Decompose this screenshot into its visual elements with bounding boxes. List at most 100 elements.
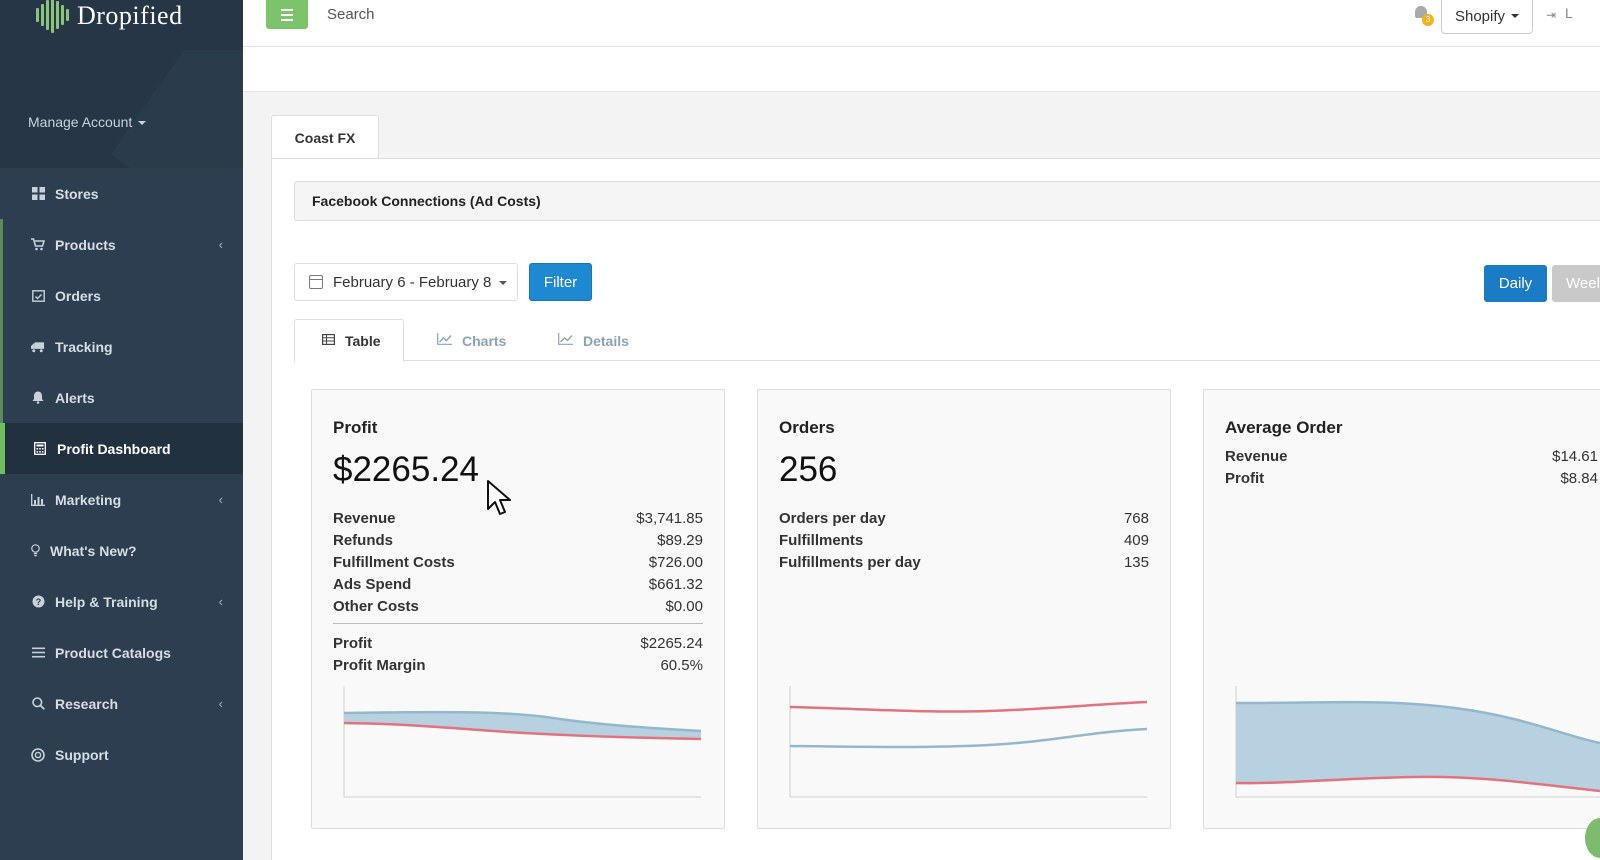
calendar-icon bbox=[309, 275, 323, 289]
sidebar-item-whats-new[interactable]: What's New? bbox=[0, 525, 243, 576]
metric-label: Refunds bbox=[333, 532, 393, 549]
sidebar-item-stores[interactable]: Stores bbox=[0, 168, 243, 219]
search-icon bbox=[31, 697, 45, 711]
sidebar-item-label: Support bbox=[55, 746, 109, 763]
tab-label: Details bbox=[583, 332, 629, 349]
metric-label: Other Costs bbox=[333, 598, 419, 615]
brand-name: Dropified bbox=[77, 1, 183, 30]
sidebar-item-label: Products bbox=[55, 236, 116, 253]
tab-label: Charts bbox=[462, 332, 507, 349]
logo[interactable]: Dropified bbox=[0, 0, 243, 50]
weekly-button[interactable]: Weel bbox=[1552, 265, 1600, 302]
date-range-label: February 6 - February 8 bbox=[333, 273, 492, 291]
tab-label: Table bbox=[345, 332, 381, 349]
metric-label: Profit bbox=[1225, 470, 1265, 487]
metric-label: Fulfillment Costs bbox=[333, 554, 455, 571]
line-chart-icon bbox=[437, 333, 452, 348]
average-order-card: Average Order Revenue $14.61 Profit $8.84 bbox=[1203, 389, 1600, 829]
sidebar-item-help-training[interactable]: ? Help & Training ‹ bbox=[0, 576, 243, 627]
topbar: Search 3 Shopify ⇥ L bbox=[243, 0, 1600, 47]
metric-value: $89.29 bbox=[657, 532, 703, 549]
notifications-bell-icon[interactable]: 3 bbox=[1413, 4, 1434, 26]
sidebar-item-label: Tracking bbox=[55, 338, 113, 355]
manage-account-dropdown[interactable]: Manage Account bbox=[28, 114, 147, 130]
metric-row: Revenue $3,741.85 bbox=[333, 510, 703, 532]
lightbulb-icon bbox=[31, 544, 40, 558]
chat-widget-button[interactable] bbox=[1585, 818, 1600, 858]
orders-total: 256 bbox=[779, 450, 838, 489]
metric-value: 135 bbox=[1123, 554, 1149, 571]
filter-button[interactable]: Filter bbox=[529, 263, 592, 301]
metric-value: $661.32 bbox=[648, 576, 703, 593]
bell-icon bbox=[31, 391, 45, 405]
metric-row: Other Costs $0.00 bbox=[333, 598, 703, 620]
metric-row: Ads Spend $661.32 bbox=[333, 576, 703, 598]
sidebar-item-research[interactable]: Research ‹ bbox=[0, 678, 243, 729]
metric-value: 768 bbox=[1123, 510, 1149, 527]
account-section: Manage Account bbox=[0, 50, 243, 168]
facebook-connections-bar[interactable]: Facebook Connections (Ad Costs) bbox=[294, 181, 1600, 221]
sidebar-item-product-catalogs[interactable]: Product Catalogs bbox=[0, 627, 243, 678]
bar-chart-icon bbox=[31, 493, 45, 507]
view-tabs: Table Charts Details bbox=[294, 319, 1600, 362]
tab-store[interactable]: Coast FX bbox=[271, 115, 379, 159]
grid-icon bbox=[31, 187, 45, 201]
metric-value: $2265.24 bbox=[640, 635, 703, 652]
chevron-left-icon: ‹ bbox=[218, 594, 223, 609]
life-ring-icon bbox=[31, 747, 45, 762]
sidebar-item-orders[interactable]: Orders bbox=[0, 270, 243, 321]
hamburger-icon-line bbox=[281, 13, 293, 16]
orders-card: Orders 256 Orders per day 768 Fulfillment… bbox=[757, 389, 1171, 829]
profit-card: Profit $2265.24 Revenue $3,741.85 Refunds… bbox=[311, 389, 725, 829]
metric-label: Ads Spend bbox=[333, 576, 412, 593]
calendar-check-icon bbox=[31, 289, 45, 303]
metric-value: 60.5% bbox=[660, 657, 703, 674]
metric-row: Fulfillments per day 135 bbox=[779, 554, 1149, 576]
metric-label: Fulfillments per day bbox=[779, 554, 921, 571]
sidebar-item-label: Research bbox=[55, 695, 119, 712]
metric-row: Profit Margin 60.5% bbox=[333, 657, 703, 679]
logout-link[interactable]: L bbox=[1565, 5, 1573, 21]
daily-button[interactable]: Daily bbox=[1484, 265, 1547, 302]
metric-value: $726.00 bbox=[648, 554, 703, 571]
sub-header bbox=[243, 47, 1600, 92]
sidebar-item-support[interactable]: Support bbox=[0, 729, 243, 780]
menu-toggle-button[interactable] bbox=[266, 0, 308, 29]
sidebar-item-alerts[interactable]: Alerts bbox=[0, 372, 243, 423]
logout-icon[interactable]: ⇥ bbox=[1546, 8, 1557, 22]
tab-charts[interactable]: Charts bbox=[437, 319, 506, 362]
date-range-picker[interactable]: February 6 - February 8 bbox=[294, 263, 518, 301]
sidebar-item-profit-dashboard[interactable]: Profit Dashboard bbox=[0, 423, 243, 474]
question-circle-icon: ? bbox=[31, 595, 45, 609]
tab-details[interactable]: Details bbox=[558, 319, 629, 362]
platform-dropdown[interactable]: Shopify bbox=[1441, 0, 1533, 34]
divider bbox=[333, 623, 703, 624]
sidebar-item-marketing[interactable]: Marketing ‹ bbox=[0, 474, 243, 525]
metric-value: $8.84 bbox=[1560, 470, 1598, 487]
manage-account-label: Manage Account bbox=[28, 114, 133, 130]
sidebar-item-label: Marketing bbox=[55, 491, 122, 508]
sidebar-item-label: Orders bbox=[55, 287, 101, 304]
card-title: Profit bbox=[333, 418, 378, 437]
chevron-left-icon: ‹ bbox=[218, 696, 223, 711]
search-input[interactable]: Search bbox=[327, 6, 375, 23]
caret-down-icon bbox=[1511, 14, 1520, 18]
chevron-left-icon: ‹ bbox=[218, 492, 223, 507]
tab-table[interactable]: Table bbox=[294, 319, 404, 362]
metric-row: Profit $2265.24 bbox=[333, 635, 703, 657]
sidebar-item-label: Product Catalogs bbox=[55, 644, 171, 661]
platform-label: Shopify bbox=[1454, 7, 1506, 25]
mouse-cursor-icon bbox=[487, 480, 511, 515]
truck-icon bbox=[31, 340, 45, 354]
sidebar-item-products[interactable]: Products ‹ bbox=[0, 219, 243, 270]
average-order-sparkline bbox=[1235, 686, 1600, 798]
svg-text:?: ? bbox=[35, 597, 41, 607]
metric-value: $3,741.85 bbox=[636, 510, 703, 527]
metric-label: Orders per day bbox=[779, 510, 886, 527]
metric-label: Revenue bbox=[1225, 448, 1288, 465]
sidebar-item-tracking[interactable]: Tracking bbox=[0, 321, 243, 372]
hamburger-icon-line bbox=[281, 18, 293, 21]
profit-sparkline bbox=[343, 686, 701, 798]
list-icon bbox=[31, 646, 45, 660]
logo-mark-icon bbox=[36, 0, 69, 33]
